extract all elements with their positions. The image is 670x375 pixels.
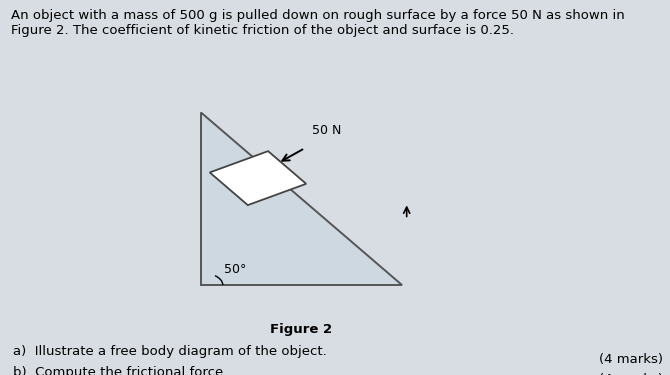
Text: Figure 2. The coefficient of kinetic friction of the object and surface is 0.25.: Figure 2. The coefficient of kinetic fri… [11,24,515,38]
Text: An object with a mass of 500 g is pulled down on rough surface by a force 50 N a: An object with a mass of 500 g is pulled… [11,9,625,22]
Text: a)  Illustrate a free body diagram of the object.: a) Illustrate a free body diagram of the… [13,345,327,358]
Text: Figure 2: Figure 2 [271,322,332,336]
Text: (4 marks): (4 marks) [599,373,663,375]
Polygon shape [201,112,402,285]
Text: b)  Compute the frictional force.: b) Compute the frictional force. [13,366,228,375]
Polygon shape [210,151,306,205]
Text: (4 marks): (4 marks) [599,352,663,366]
Text: 50°: 50° [224,262,247,276]
Text: 50 N: 50 N [312,124,341,137]
